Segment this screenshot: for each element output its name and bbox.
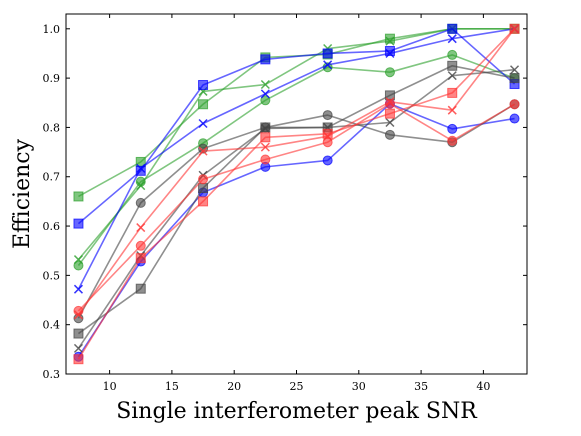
series-line [77,28,516,360]
data-point-circle [322,110,333,121]
series-10 [73,23,520,365]
data-point-square [384,33,395,44]
data-point-x [260,123,270,133]
y-tick-label: 0.7 [43,171,61,184]
x-tick-label: 40 [476,380,490,393]
data-point-x [385,97,395,107]
data-point-x [198,118,208,129]
data-point-square [198,99,209,110]
series-6 [73,24,520,294]
data-point-square [73,328,84,339]
data-point-circle [447,135,458,146]
y-axis: 0.3 0.4 0.5 0.6 0.7 0.8 0.9 1.0 [43,23,527,381]
data-point-circle [509,113,520,124]
y-tick-label: 0.6 [43,220,61,233]
data-point-square [198,183,209,194]
x-axis: 10 15 20 25 30 35 40 [103,14,490,393]
data-point-x [136,181,146,191]
data-point-square [322,48,333,59]
x-tick-label: 10 [103,380,117,393]
series-12 [73,24,520,320]
data-point-square [135,165,146,176]
y-tick-label: 0.9 [43,72,61,85]
data-point-x [73,255,83,265]
data-point-square [447,23,458,34]
series-line [77,28,516,316]
y-tick-label: 0.8 [43,121,61,134]
data-point-circle [447,123,458,134]
x-tick-label: 15 [165,380,179,393]
data-point-square [447,87,458,98]
data-point-circle [322,137,333,148]
data-point-x [260,142,270,152]
data-point-x [260,89,270,99]
data-point-x [385,48,395,58]
x-tick-label: 20 [227,380,241,393]
series-line [77,102,515,312]
data-point-square [73,191,84,202]
data-point-circle [198,174,209,185]
series-line [77,27,515,261]
series-line [77,102,515,358]
x-tick-label: 25 [290,380,304,393]
data-point-square [73,218,84,229]
data-point-circle [135,240,146,251]
data-point-square [73,354,84,365]
data-point-square [198,196,209,207]
data-point-x [510,24,520,34]
data-point-square [384,108,395,119]
y-tick-label: 0.4 [43,319,61,332]
data-point-circle [135,197,146,208]
y-tick-label: 0.3 [43,368,61,381]
data-point-square [135,253,146,264]
x-axis-title: Single interferometer peak SNR [116,399,478,424]
x-tick-label: 30 [352,380,366,393]
data-point-x [136,163,146,173]
data-point-square [447,60,458,71]
data-point-circle [260,95,271,106]
series-9 [73,65,520,353]
series-layer [73,23,520,365]
data-point-square [509,73,520,84]
data-point-x [323,60,333,70]
data-point-x [73,284,83,294]
data-point-x [447,34,457,44]
data-point-x [510,65,520,75]
data-point-square [384,45,395,56]
data-point-x [136,223,146,233]
data-point-square [198,80,209,91]
plot-frame [65,13,528,375]
data-point-x [260,79,270,90]
y-axis-title: Efficiency [10,138,35,249]
data-point-circle [260,154,271,165]
x-tick-label: 35 [414,380,428,393]
data-point-x [385,117,395,128]
y-tick-label: 1.0 [43,23,61,36]
data-point-circle [384,67,395,78]
data-point-circle [322,155,333,166]
data-point-x [323,131,333,141]
data-point-square [260,132,271,143]
data-point-x [198,146,208,156]
data-point-circle [509,99,520,110]
y-tick-label: 0.5 [43,269,61,282]
series-line [77,54,515,266]
series-line [77,68,515,349]
data-point-x [447,105,457,115]
series-line [77,28,515,290]
data-point-x [73,343,83,353]
data-point-square [260,54,271,65]
series-line [77,27,516,225]
data-point-x [447,71,457,81]
data-point-circle [73,260,84,271]
series-11 [73,98,520,316]
series-line [77,103,515,319]
data-point-x [385,36,395,46]
data-point-square [135,283,146,294]
data-point-circle [384,129,395,140]
data-point-circle [447,49,458,60]
data-point-x [73,310,83,320]
